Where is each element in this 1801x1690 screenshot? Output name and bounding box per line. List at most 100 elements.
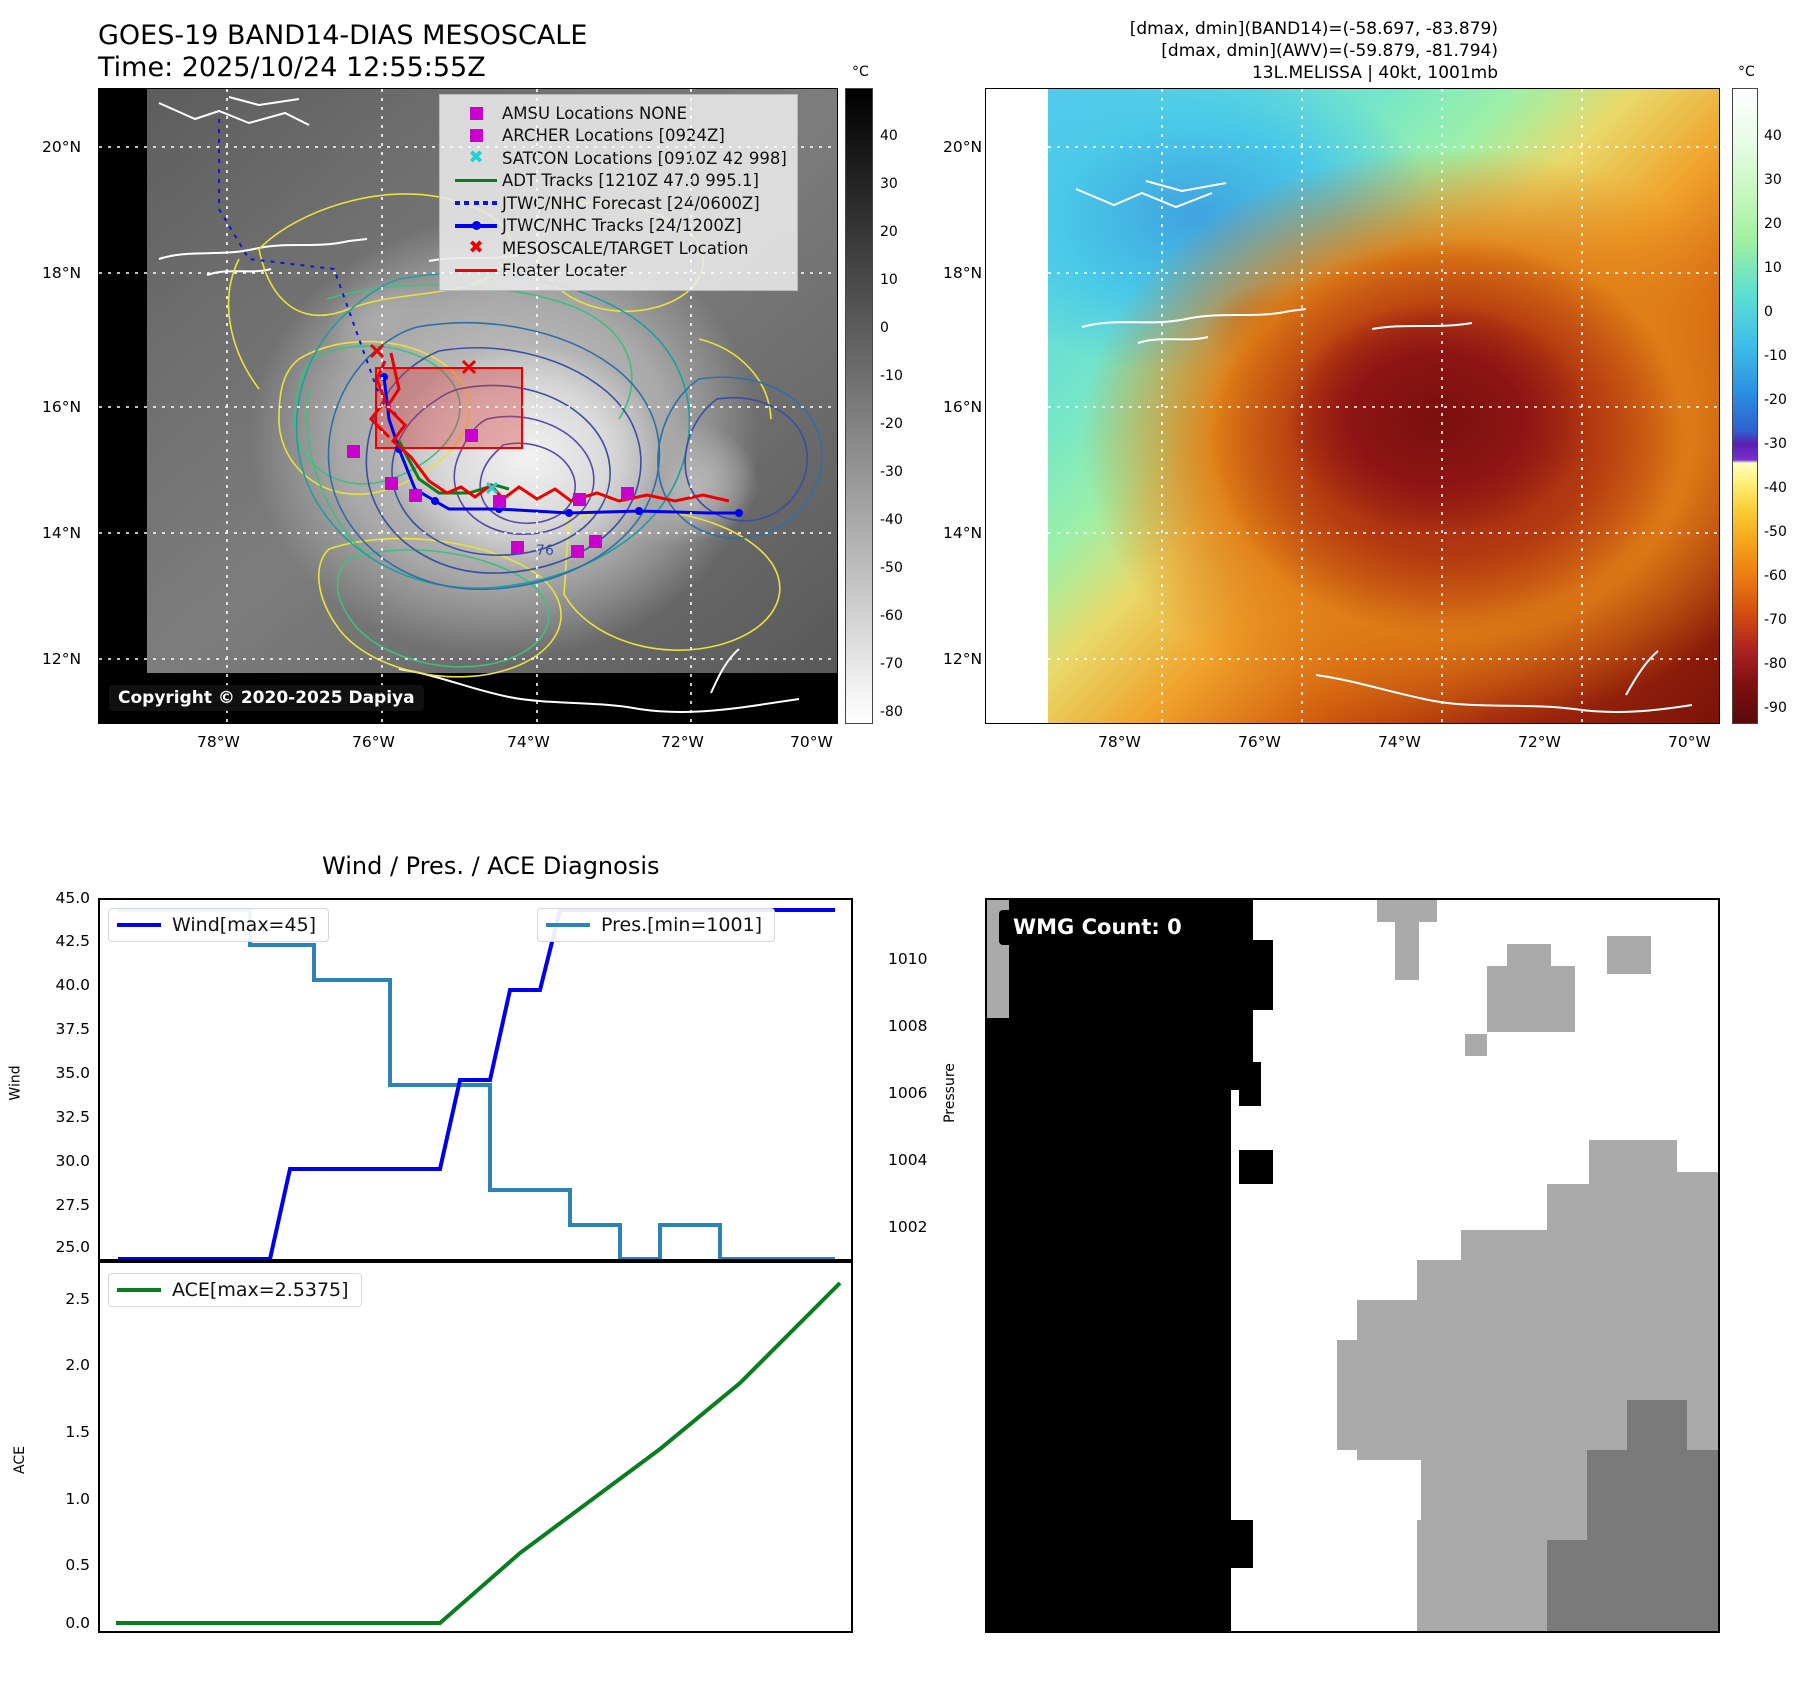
ir-cbar-tick-20: 20 <box>880 224 898 240</box>
jtwc-forecast-dotted-icon <box>450 201 502 206</box>
wmg-block <box>1209 900 1253 1090</box>
awv-colorbar <box>1732 88 1758 724</box>
map-gridlines <box>99 89 837 723</box>
legend-item-archer: ARCHER Locations [0924Z] <box>450 125 787 148</box>
ace-chart[interactable]: ACE[max=2.5375] <box>98 1261 853 1633</box>
awv-lat-tick-16n: 16°N <box>943 398 983 416</box>
copyright-badge: Copyright © 2020-2025 Dapiya <box>109 685 424 711</box>
wind-tick-45: 45.0 <box>55 889 90 907</box>
legend-item-mesoscale: ✖ MESOSCALE/TARGET Location <box>450 237 787 260</box>
ir-cbar-tick-40: 40 <box>880 128 898 144</box>
ir-cbar-tick-0: 0 <box>880 320 889 336</box>
ir-lat-tick-16n: 16°N <box>42 398 82 416</box>
awv-satellite-map[interactable] <box>985 88 1720 724</box>
ace-tick-1-0: 1.0 <box>65 1490 90 1508</box>
ir-lat-tick-20n: 20°N <box>42 138 82 156</box>
awv-lat-tick-20n: 20°N <box>943 138 983 156</box>
wind-tick-37-5: 37.5 <box>55 1020 90 1038</box>
wmg-block <box>1507 944 1551 968</box>
ir-lat-tick-12n: 12°N <box>42 650 82 668</box>
ir-satellite-map[interactable]: -76 <box>98 88 838 724</box>
awv-cbar-tick-m80: -80 <box>1764 656 1787 672</box>
wmg-block <box>1547 1540 1591 1631</box>
ir-colorbar <box>845 88 873 724</box>
wmg-block <box>1487 966 1575 1032</box>
legend-item-jtwc-tracks: JTWC/NHC Tracks [24/1200Z] <box>450 215 787 238</box>
ace-line <box>116 1281 842 1625</box>
ir-lon-tick-76w: 76°W <box>352 733 395 751</box>
wind-tick-27-5: 27.5 <box>55 1196 90 1214</box>
header-storm-summary: 13L.MELISSA | 40kt, 1001mb <box>1251 63 1498 83</box>
wind-line <box>118 908 835 1259</box>
wmg-block <box>1009 900 1209 1631</box>
wmg-block <box>1587 1450 1718 1631</box>
awv-colorbar-unit: °C <box>1738 64 1755 80</box>
awv-cbar-tick-m10: -10 <box>1764 348 1787 364</box>
pressure-line <box>118 908 835 1259</box>
ace-plot <box>116 1281 842 1625</box>
ir-cbar-tick-m60: -60 <box>880 608 903 624</box>
wind-legend: Wind[max=45] <box>108 908 330 942</box>
satcon-location-markers <box>485 481 499 495</box>
pressure-legend-label: Pres.[min=1001] <box>601 914 763 936</box>
legend-item-floater: Floater Locater <box>450 260 787 283</box>
ace-tick-1-5: 1.5 <box>65 1423 90 1441</box>
awv-cbar-tick-m90: -90 <box>1764 700 1787 716</box>
wind-pressure-plot <box>118 908 835 1259</box>
wmg-block <box>1547 1140 1589 1184</box>
ace-legend-swatch <box>117 1287 161 1293</box>
wind-legend-label: Wind[max=45] <box>172 914 317 936</box>
wmg-block <box>1239 1150 1273 1184</box>
wind-tick-25: 25.0 <box>55 1238 90 1256</box>
legend-item-amsu: AMSU Locations NONE <box>450 102 787 125</box>
wmg-block <box>1417 1230 1461 1260</box>
wmg-block <box>1607 936 1651 974</box>
coastline-overlay <box>158 96 800 713</box>
awv-cbar-tick-m70: -70 <box>1764 612 1787 628</box>
page-title-line1: GOES-19 BAND14-DIAS MESOSCALE <box>98 20 588 51</box>
wmg-block <box>1239 1062 1261 1106</box>
ir-cbar-tick-m30: -30 <box>880 464 903 480</box>
ace-tick-2-0: 2.0 <box>65 1356 90 1374</box>
pressure-tick-1010: 1010 <box>888 950 928 968</box>
awv-lon-tick-74w: 74°W <box>1378 733 1421 751</box>
satcon-cross-icon: ✖ <box>468 147 484 169</box>
awv-cbar-tick-10: 10 <box>1764 260 1782 276</box>
wind-tick-30: 30.0 <box>55 1152 90 1170</box>
ir-cbar-tick-m10: -10 <box>880 368 903 384</box>
ir-lon-tick-70w: 70°W <box>790 733 833 751</box>
wmg-block <box>1209 1090 1231 1430</box>
ir-cbar-tick-30: 30 <box>880 176 898 192</box>
legend-item-adt: ADT Tracks [1210Z 47.0 995.1] <box>450 170 787 193</box>
awv-coastline-overlay <box>1075 180 1693 713</box>
archer-location-markers <box>347 429 634 558</box>
pressure-tick-1006: 1006 <box>888 1084 928 1102</box>
ir-lat-tick-18n: 18°N <box>42 264 82 282</box>
ir-cbar-tick-m70: -70 <box>880 656 903 672</box>
jtwc-track-line-icon <box>450 221 502 231</box>
wmg-block <box>1465 1034 1487 1056</box>
ir-cbar-tick-10: 10 <box>880 272 898 288</box>
ir-cbar-tick-m80: -80 <box>880 704 903 720</box>
awv-cbar-tick-40: 40 <box>1764 128 1782 144</box>
ace-legend: ACE[max=2.5375] <box>108 1273 362 1307</box>
wmg-block <box>1395 922 1419 980</box>
awv-lon-tick-78w: 78°W <box>1098 733 1141 751</box>
awv-lat-tick-14n: 14°N <box>943 524 983 542</box>
wmg-block <box>987 1018 1009 1631</box>
wmg-block <box>1097 1440 1163 1510</box>
wmg-block <box>1327 1500 1387 1631</box>
awv-gridlines <box>1048 89 1719 723</box>
awv-cbar-tick-30: 30 <box>1764 172 1782 188</box>
wind-legend-swatch <box>117 922 161 928</box>
awv-lon-tick-70w: 70°W <box>1668 733 1711 751</box>
wmg-mask-panel[interactable]: WMG Count: 0 <box>985 898 1720 1633</box>
awv-lon-tick-76w: 76°W <box>1238 733 1281 751</box>
ace-tick-2-5: 2.5 <box>65 1290 90 1308</box>
wind-pressure-chart[interactable]: Wind[max=45] Pres.[min=1001] <box>98 898 853 1261</box>
mesoscale-cross-icon: ✖ <box>468 237 484 259</box>
ir-lon-tick-78w: 78°W <box>197 733 240 751</box>
awv-lon-tick-72w: 72°W <box>1518 733 1561 751</box>
wmg-block <box>1209 1430 1231 1631</box>
ir-lat-tick-14n: 14°N <box>42 524 82 542</box>
